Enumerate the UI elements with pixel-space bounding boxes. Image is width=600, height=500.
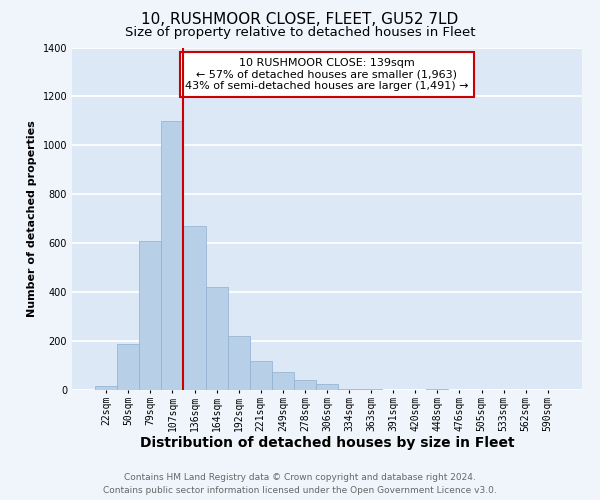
Bar bbox=[227, 336, 250, 390]
Bar bbox=[184, 226, 206, 390]
Bar bbox=[206, 287, 227, 390]
Bar bbox=[427, 389, 448, 390]
Text: Contains HM Land Registry data © Crown copyright and database right 2024.
Contai: Contains HM Land Registry data © Crown c… bbox=[103, 473, 497, 495]
Bar bbox=[294, 380, 316, 390]
Bar bbox=[316, 384, 338, 390]
Bar bbox=[139, 241, 161, 390]
Text: 10, RUSHMOOR CLOSE, FLEET, GU52 7LD: 10, RUSHMOOR CLOSE, FLEET, GU52 7LD bbox=[142, 12, 458, 28]
Bar bbox=[117, 344, 139, 390]
Bar bbox=[161, 121, 184, 390]
Bar bbox=[272, 372, 294, 390]
Bar bbox=[338, 389, 360, 390]
Text: Size of property relative to detached houses in Fleet: Size of property relative to detached ho… bbox=[125, 26, 475, 39]
Bar bbox=[250, 360, 272, 390]
Text: 10 RUSHMOOR CLOSE: 139sqm
← 57% of detached houses are smaller (1,963)
43% of se: 10 RUSHMOOR CLOSE: 139sqm ← 57% of detac… bbox=[185, 58, 469, 91]
Y-axis label: Number of detached properties: Number of detached properties bbox=[27, 120, 37, 317]
X-axis label: Distribution of detached houses by size in Fleet: Distribution of detached houses by size … bbox=[140, 436, 514, 450]
Bar bbox=[95, 386, 117, 390]
